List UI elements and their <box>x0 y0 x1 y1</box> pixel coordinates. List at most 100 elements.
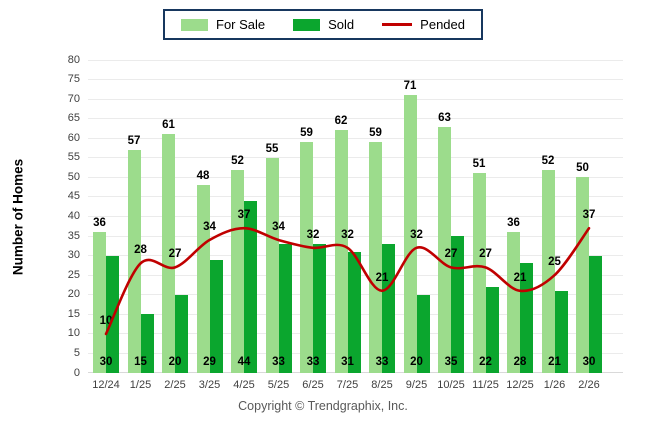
bar-for-sale <box>472 173 486 373</box>
gridline <box>88 118 623 120</box>
bar-sold <box>106 255 119 373</box>
y-axis-tick-label: 60 <box>67 131 80 144</box>
pended-value-label: 34 <box>272 220 285 233</box>
for-sale-value-label: 36 <box>93 217 106 230</box>
legend-label-pended: Pended <box>420 17 465 32</box>
sold-value-label: 33 <box>306 356 320 368</box>
legend-item-pended: Pended <box>382 17 465 32</box>
bar-sold <box>140 314 154 373</box>
y-axis-tick-label: 35 <box>67 229 80 242</box>
bar-for-sale <box>127 150 141 373</box>
y-axis-tick-label: 55 <box>67 151 80 164</box>
y-axis-tick-label: 75 <box>67 73 80 86</box>
x-axis-tick-label: 11/25 <box>472 379 499 391</box>
gridline <box>88 176 623 178</box>
gridline <box>88 79 623 81</box>
y-axis-tick-label: 20 <box>67 288 80 301</box>
pended-value-label: 32 <box>410 228 423 241</box>
sold-value-label: 29 <box>203 356 216 368</box>
for-sale-value-label: 36 <box>507 217 520 230</box>
pended-value-label: 32 <box>306 228 320 241</box>
for-sale-value-label: 71 <box>403 80 417 93</box>
bar-for-sale <box>541 169 555 373</box>
sold-value-label: 33 <box>272 356 285 368</box>
for-sale-value-label: 50 <box>576 162 589 175</box>
bar-for-sale <box>403 95 417 373</box>
y-axis-tick-label: 45 <box>67 190 80 203</box>
bar-for-sale <box>576 177 589 373</box>
x-axis-tick-label: 1/26 <box>543 379 566 391</box>
copyright-text: Copyright © Trendgraphix, Inc. <box>238 399 408 413</box>
legend-item-sold: Sold <box>293 17 354 32</box>
x-axis-tick-label: 7/25 <box>336 379 359 391</box>
sold-value-label: 33 <box>375 356 389 368</box>
sold-value-label: 30 <box>99 356 113 368</box>
pended-line <box>104 226 591 336</box>
gridline <box>88 98 623 100</box>
legend-label-for-sale: For Sale <box>216 17 266 32</box>
pended-value-label: 27 <box>168 248 182 261</box>
for-sale-value-label: 63 <box>438 111 451 124</box>
pended-line-swatch-icon <box>382 23 413 26</box>
bar-sold <box>485 286 499 373</box>
sold-value-label: 20 <box>168 356 182 368</box>
pended-value-label: 21 <box>513 271 527 284</box>
sold-value-label: 21 <box>548 356 561 368</box>
bar-for-sale <box>231 169 244 373</box>
pended-value-label: 37 <box>582 209 596 222</box>
bar-sold <box>416 294 430 373</box>
for-sale-value-label: 51 <box>472 158 486 171</box>
y-axis-tick-label: 15 <box>67 307 80 320</box>
for-sale-value-label: 48 <box>196 170 210 183</box>
for-sale-value-label: 61 <box>162 119 175 132</box>
bar-sold <box>209 259 223 373</box>
legend-label-sold: Sold <box>328 17 355 32</box>
sold-swatch-icon <box>293 18 321 31</box>
x-axis-tick-label: 9/25 <box>405 379 428 391</box>
x-axis-tick-label: 4/25 <box>233 379 255 391</box>
bar-sold <box>244 200 257 373</box>
bar-for-sale <box>162 134 175 373</box>
pended-value-label: 27 <box>479 248 492 261</box>
bar-for-sale <box>93 232 106 373</box>
bar-sold <box>313 243 326 373</box>
for-sale-value-label: 57 <box>127 135 141 147</box>
pended-line-path <box>104 226 591 336</box>
y-axis-title: Number of Homes <box>10 158 26 276</box>
pended-value-label: 27 <box>444 248 458 261</box>
pended-value-label: 32 <box>341 228 354 241</box>
x-axis-tick-label: 12/24 <box>92 379 120 391</box>
x-axis-tick-label: 6/25 <box>302 379 324 391</box>
gridline <box>88 157 623 159</box>
gridline <box>88 235 623 237</box>
y-axis-tick-label: 80 <box>67 53 80 66</box>
y-axis-tick-label: 25 <box>67 268 80 281</box>
pended-value-label: 28 <box>134 244 147 257</box>
bar-for-sale <box>300 142 313 373</box>
sold-value-label: 30 <box>582 356 596 368</box>
x-axis-tick-label: 1/25 <box>129 379 152 391</box>
bar-for-sale <box>369 142 382 373</box>
y-axis-tick-label: 70 <box>67 92 80 105</box>
for-sale-value-label: 52 <box>231 154 244 167</box>
legend-item-for-sale: For Sale <box>181 17 265 32</box>
sold-value-label: 28 <box>513 356 527 368</box>
bar-sold <box>278 243 292 373</box>
gridline <box>88 196 623 198</box>
for-sale-value-label: 62 <box>334 115 348 128</box>
bar-sold <box>175 294 188 373</box>
bar-for-sale <box>334 130 348 373</box>
y-axis-tick-label: 5 <box>73 346 80 359</box>
for-sale-value-label: 52 <box>541 154 555 167</box>
for-sale-value-label: 59 <box>300 127 313 140</box>
legend: For Sale Sold Pended <box>163 9 483 40</box>
x-axis-tick-label: 5/25 <box>267 379 290 391</box>
x-axis-tick-label: 3/25 <box>198 379 221 391</box>
y-axis-tick-label: 50 <box>67 170 80 183</box>
plot-area: 36 30 10 57 15 28 61 20 27 48 29 34 52 44 37 55 33 34 59 33… <box>88 59 623 373</box>
y-axis-tick-label: 30 <box>67 249 80 262</box>
for-sale-value-label: 59 <box>369 127 382 140</box>
sold-value-label: 35 <box>444 356 458 368</box>
bar-sold <box>554 290 568 373</box>
